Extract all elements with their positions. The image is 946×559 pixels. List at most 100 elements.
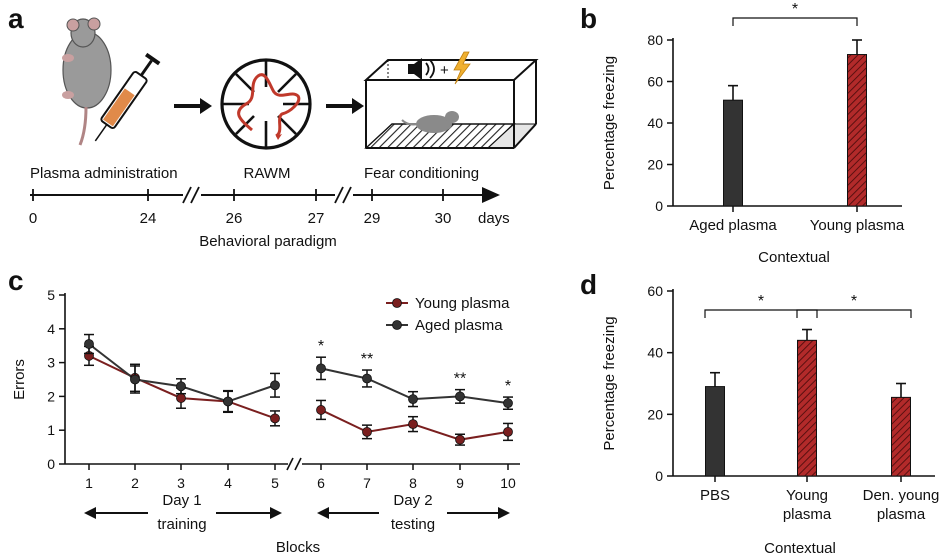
- chart-c-day-arrow-left-1: [317, 507, 329, 519]
- chart-c-point-0-5: [316, 405, 326, 415]
- chart-c-legend-marker-1: [392, 320, 402, 330]
- speaker-icon: [408, 58, 435, 80]
- chart-d-xlabel: Contextual: [764, 540, 836, 557]
- timeline-xlabel: Behavioral paradigm: [199, 233, 337, 250]
- stimulus-plus-sign: +: [440, 62, 449, 79]
- chart-c-axis-break-1: [286, 457, 294, 471]
- chart-d-category-label-1-1: plasma: [783, 506, 832, 523]
- chart-b-ytick-label-2: 40: [647, 115, 663, 131]
- chart-c-sig-label-1: **: [361, 351, 373, 368]
- chart-d-ytick-label-0: 0: [655, 468, 663, 484]
- panel-b: b 0 20 40 60 80 Percentage freezing Aged plasm…: [580, 1, 905, 266]
- chart-d-category-label-2-1: plasma: [877, 506, 926, 523]
- chart-d-ylabel: Percentage freezing: [601, 316, 618, 450]
- chart-c-point-1-6: [362, 373, 372, 384]
- fear-conditioning-chamber-icon: [363, 59, 539, 149]
- chart-c-xlabel: Blocks: [276, 539, 320, 556]
- chart-c-ytick-label-2: 2: [47, 388, 55, 404]
- timeline-tick-label-5: 30: [435, 210, 452, 227]
- chart-b-ytick-label-0: 0: [655, 198, 663, 214]
- chart-c-day-subtitle-0: training: [157, 516, 206, 533]
- chart-d-sig-bracket-1: [796, 309, 912, 318]
- chart-b-sig-label-0: *: [792, 1, 798, 18]
- chart-c-day-arrow-left-0: [84, 507, 96, 519]
- chart-d-sig-label-1: *: [851, 293, 857, 310]
- timeline-tick-label-3: 27: [308, 210, 325, 227]
- chart-c-ytick-label-0: 0: [47, 456, 55, 472]
- chart-c-point-0-8: [455, 434, 465, 445]
- chart-c-day-title-0: Day 1: [162, 492, 201, 509]
- chart-c-ytick-label-1: 1: [47, 422, 55, 438]
- chart-d-sig-label-0: *: [758, 293, 764, 310]
- timeline: 0 24 26 27 29 30 days Behavioral paradigm: [29, 186, 510, 250]
- chart-b-ytick-label-3: 60: [647, 74, 663, 90]
- stage-label-fear: Fear conditioning: [364, 165, 479, 182]
- chart-c-sig-label-3: *: [505, 378, 511, 395]
- chart-c-ytick-label-4: 4: [47, 321, 55, 337]
- chart-b-bar-1: [847, 54, 867, 207]
- timeline-tick-label-2: 26: [226, 210, 243, 227]
- chart-c-day-title-1: Day 2: [393, 492, 432, 509]
- chart-c-legend-marker-0: [392, 298, 402, 308]
- chart-c-xtick-label-9: 10: [500, 475, 516, 491]
- chart-d-bar-2: [891, 396, 911, 477]
- chart-c-day-arrow-right-1: [498, 507, 510, 519]
- chart-c-ylabel: Errors: [11, 359, 28, 400]
- chart-c-day-label-bg-1: [379, 489, 447, 533]
- chart-b-sig-bracket-0: [732, 17, 858, 26]
- chart-c-point-0-7: [408, 419, 418, 430]
- chart-b-category-label-1: Young plasma: [810, 217, 905, 234]
- chart-d-bar-0: [705, 386, 725, 477]
- timeline-tick-label-1: 24: [140, 210, 157, 227]
- chart-c-legend-label-1: Aged plasma: [415, 317, 503, 334]
- chart-b-category-label-0: Aged plasma: [689, 217, 777, 234]
- lightning-icon: [453, 51, 471, 85]
- chart-c-xtick-label-3: 4: [224, 475, 232, 491]
- chart-c-legend-label-0: Young plasma: [415, 295, 510, 312]
- chart-c-point-1-3: [223, 396, 233, 407]
- chart-d-category-label-1-0: Young: [786, 487, 828, 504]
- chart-b-xlabel: Contextual: [758, 249, 830, 266]
- panel-d: d 0 20 40 60 Percentage freezing PBS Young plas…: [580, 269, 939, 557]
- timeline-unit-label: days: [478, 210, 510, 227]
- chart-c-xtick-label-6: 7: [363, 475, 371, 491]
- chart-c-point-1-5: [316, 363, 326, 374]
- chart-c-point-0-4: [270, 413, 280, 424]
- panel-letter-d: d: [580, 269, 597, 300]
- chart-c-point-1-7: [408, 394, 418, 405]
- chart-c-xtick-label-7: 8: [409, 475, 417, 491]
- chart-d-sig-bracket-0: [704, 309, 818, 318]
- chart-c-ytick-label-5: 5: [47, 287, 55, 303]
- chart-c-day-arrow-right-0: [270, 507, 282, 519]
- chart-c-xtick-label-0: 1: [85, 475, 93, 491]
- chart-c-xtick-label-2: 3: [177, 475, 185, 491]
- syringe-icon: [94, 52, 161, 142]
- chart-d-ytick-label-2: 40: [647, 345, 663, 361]
- chart-c-point-1-9: [503, 398, 513, 409]
- timeline-tick-label-4: 29: [364, 210, 381, 227]
- chart-c-point-1-8: [455, 391, 465, 402]
- panel-letter-b: b: [580, 3, 597, 34]
- panel-a: a: [8, 3, 539, 250]
- panel-letter-a: a: [8, 3, 24, 34]
- chart-c-point-1-4: [270, 380, 280, 391]
- timeline-tick-label-0: 0: [29, 210, 37, 227]
- chart-c-axis-break-2: [294, 457, 302, 471]
- mouse-icon: [62, 17, 112, 146]
- timeline-break-1: [182, 186, 201, 204]
- radial-arm-maze-icon: [220, 58, 312, 150]
- chart-c-sig-label-0: *: [318, 338, 324, 355]
- chart-d-ytick-label-1: 20: [647, 406, 663, 422]
- stage-arrow-2: [326, 98, 364, 114]
- chart-d-category-label-0: PBS: [700, 487, 730, 504]
- chart-d-ytick-label-3: 60: [647, 283, 663, 299]
- chart-b-ytick-label-1: 20: [647, 157, 663, 173]
- chart-c-point-0-6: [362, 426, 372, 437]
- chart-c-ytick-label-3: 3: [47, 355, 55, 371]
- chart-b-ytick-label-4: 80: [647, 32, 663, 48]
- chart-c-sig-label-2: **: [454, 371, 466, 388]
- stage-arrow-1: [174, 98, 212, 114]
- chart-c-point-1-0: [84, 339, 94, 349]
